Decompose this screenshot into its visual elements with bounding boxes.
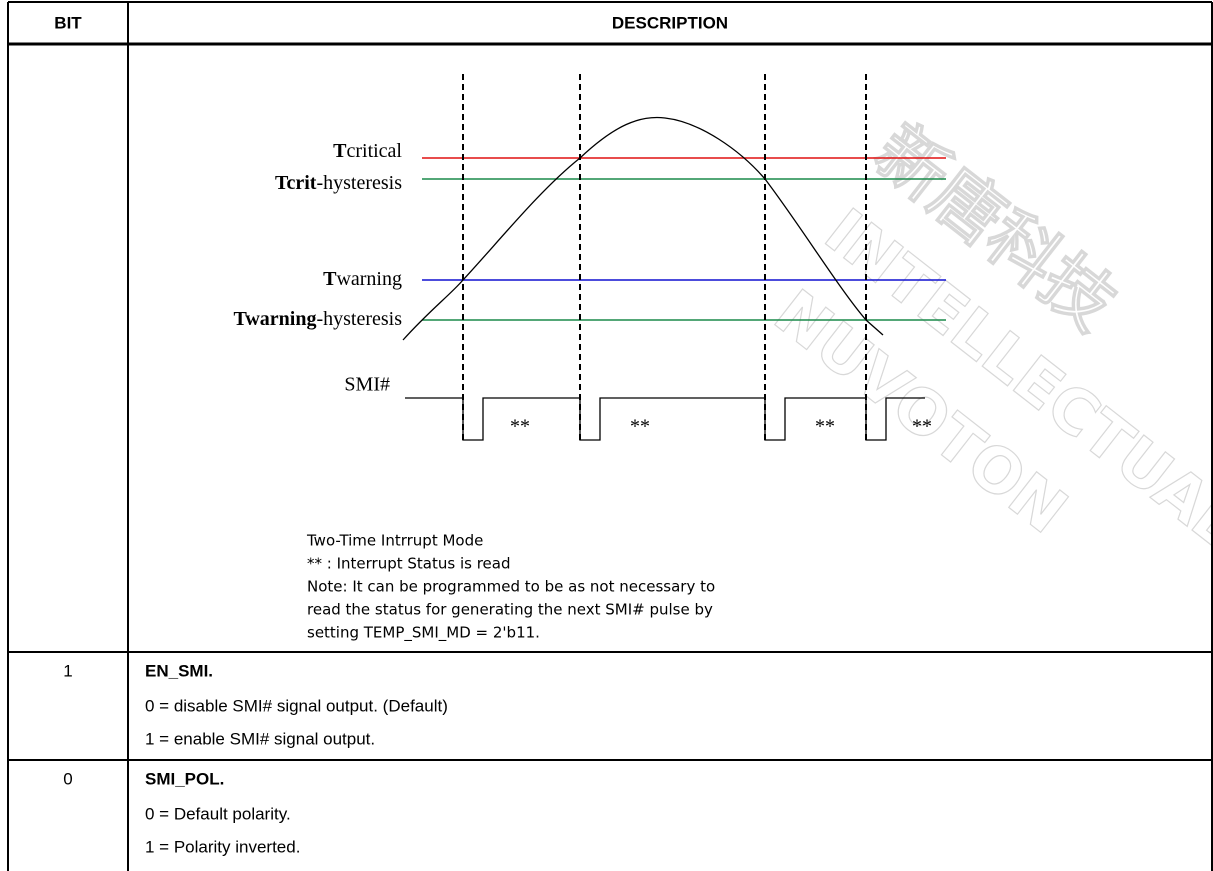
level-label-bold: T	[323, 268, 337, 290]
header-cell: BIT	[54, 13, 82, 32]
caption-line: Two-Time Intrrupt Mode	[306, 532, 483, 550]
level-label: Twarning	[323, 268, 402, 290]
field-name: SMI_POL.	[145, 769, 224, 788]
read-mark: **	[630, 416, 650, 438]
read-mark: **	[815, 416, 835, 438]
smi-signal	[405, 397, 925, 441]
level-label: Tcritical	[333, 140, 402, 162]
caption-line: setting TEMP_SMI_MD = 2'b11.	[307, 624, 540, 643]
bit-cell: 0	[63, 769, 72, 788]
level-label-bold: Twarning	[233, 308, 316, 330]
level-label-rest: -hysteresis	[316, 172, 402, 194]
level-label: Tcrit-hysteresis	[275, 172, 402, 194]
caption-line: ** : Interrupt Status is read	[307, 555, 510, 573]
header-cell: DESCRIPTION	[612, 13, 728, 32]
field-line: 0 = Default polarity.	[145, 804, 291, 823]
field-name: EN_SMI.	[145, 661, 213, 680]
field-line: 1 = Polarity inverted.	[145, 837, 300, 856]
caption-line: read the status for generating the next …	[307, 601, 713, 619]
level-label-rest: -hysteresis	[316, 308, 402, 330]
level-label: Twarning-hysteresis	[233, 308, 402, 330]
level-label-bold: Tcrit	[275, 172, 317, 194]
bit-cell: 1	[63, 661, 72, 680]
field-line: 0 = disable SMI# signal output. (Default…	[145, 696, 448, 715]
signal-label: SMI#	[344, 374, 390, 396]
caption-line: Note: It can be programmed to be as not …	[307, 578, 715, 596]
level-label-bold: T	[333, 140, 347, 162]
temperature-curve	[402, 116, 884, 341]
read-mark: **	[912, 416, 932, 438]
level-label-rest: critical	[346, 140, 402, 162]
field-line: 1 = enable SMI# signal output.	[145, 729, 375, 748]
level-label-rest: warning	[336, 268, 402, 290]
read-mark: **	[510, 416, 530, 438]
